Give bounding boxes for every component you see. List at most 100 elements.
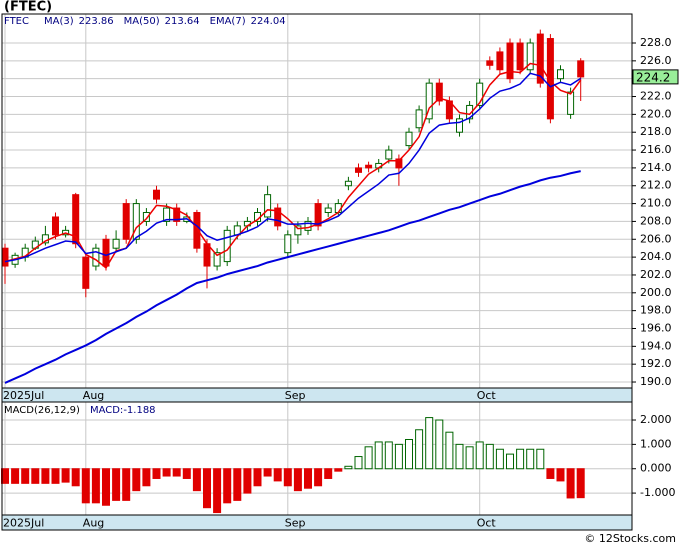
candle-body — [385, 149, 393, 160]
macd-bar — [455, 443, 464, 470]
macd-bar — [576, 468, 585, 499]
legend-value: 213.64 — [165, 16, 200, 27]
macd-bar — [546, 468, 555, 479]
candle-body — [486, 60, 494, 66]
legend-name: EMA(7) — [210, 16, 246, 27]
candle-body — [314, 203, 322, 227]
macd-bar — [324, 468, 333, 479]
candle-body — [163, 207, 171, 222]
candle-body — [496, 51, 504, 71]
macd-bar — [11, 468, 20, 484]
y-tick-label: 200.0 — [640, 286, 672, 299]
candle-body — [72, 194, 80, 245]
candle-body — [294, 225, 302, 236]
y-tick-label: 204.0 — [640, 250, 672, 263]
y-tick-label: 208.0 — [640, 214, 672, 227]
macd-bar — [465, 446, 474, 470]
macd-bar — [51, 468, 60, 484]
candle-body — [213, 252, 221, 267]
candle-body — [395, 158, 403, 169]
macd-bar — [31, 468, 40, 484]
indicator-name: MACD: — [90, 405, 123, 416]
last-price-box — [632, 69, 679, 85]
candle-body — [557, 69, 564, 80]
candle-body — [425, 82, 433, 120]
y-tick-label: 218.0 — [640, 125, 672, 138]
macd-bar — [445, 431, 454, 470]
macd-bar — [122, 468, 131, 501]
macd-bar — [506, 453, 514, 470]
macd-bar — [253, 468, 262, 487]
macd-bar — [394, 443, 403, 470]
candle-body — [82, 256, 90, 289]
y-tick-label: 1.000 — [640, 437, 672, 450]
y-tick-label: 198.0 — [640, 304, 672, 317]
macd-bar — [91, 468, 100, 504]
indicator-line — [4, 72, 582, 263]
candle-body — [466, 104, 474, 120]
candle-body — [173, 207, 181, 222]
legend-value: 223.86 — [79, 16, 114, 27]
legend-name: MA(3) — [44, 16, 74, 27]
y-tick-label: 212.0 — [640, 179, 672, 192]
macd-bar — [233, 468, 242, 501]
macd-bar — [213, 468, 222, 514]
y-tick-label: 216.0 — [640, 143, 672, 156]
candle-body — [102, 238, 110, 267]
candle-body — [405, 131, 413, 147]
y-tick-label: 190.0 — [640, 375, 672, 388]
macd-bar — [405, 439, 413, 470]
y-tick-label: 210.0 — [640, 197, 672, 210]
candle-body — [52, 216, 59, 236]
macd-bar — [61, 468, 70, 483]
macd-bar — [425, 417, 434, 470]
x-tick-label: Sep — [285, 389, 306, 402]
candle-body — [112, 238, 120, 249]
macd-bar — [203, 468, 211, 509]
candle-body — [92, 247, 100, 267]
macd-bar — [495, 448, 504, 470]
macd-bar — [334, 468, 343, 472]
macd-bar — [415, 429, 424, 470]
macd-bar — [132, 468, 141, 492]
last-price-label: 224.2 — [636, 70, 670, 84]
macd-bar — [243, 468, 252, 494]
y-tick-label: 194.0 — [640, 339, 672, 352]
macd-bar — [374, 441, 383, 470]
plot-border — [1, 401, 633, 516]
y-tick-label: 214.0 — [640, 161, 672, 174]
macd-bar — [112, 468, 121, 501]
plot-border — [1, 13, 633, 389]
macd-bar — [304, 468, 312, 489]
candle-body — [506, 42, 514, 80]
y-tick-label: 228.0 — [640, 36, 672, 49]
panel-title: MACD(26,12,9) — [4, 405, 80, 416]
macd-bar — [354, 456, 363, 470]
macd-bar — [293, 468, 302, 492]
legend-name: MA(50) — [124, 16, 160, 27]
y-tick-label: 220.0 — [640, 107, 672, 120]
y-tick-label: 196.0 — [640, 321, 672, 334]
x-tick-label: 2025Jul — [3, 517, 44, 530]
macd-bar — [526, 448, 535, 470]
macd-bar — [71, 468, 80, 487]
chart-title: (FTEC) — [4, 0, 52, 15]
indicator-line — [4, 170, 581, 384]
macd-bar — [364, 446, 373, 470]
x-tick-label: Aug — [83, 389, 104, 402]
macd-bar — [475, 441, 484, 470]
macd-bar — [172, 468, 181, 477]
candle-body — [153, 189, 160, 200]
footer: © 12Stocks.com — [584, 532, 676, 545]
macd-bar — [192, 468, 201, 492]
candle-body — [142, 212, 150, 222]
legend-value: 224.04 — [251, 16, 286, 27]
macd-bar — [182, 468, 191, 479]
y-tick-label: -1.000 — [640, 486, 675, 499]
legend-symbol: FTEC — [4, 16, 29, 27]
macd-bar — [273, 468, 282, 482]
candle-body — [456, 118, 463, 133]
candle-body — [516, 42, 524, 71]
macd-bar — [263, 468, 272, 477]
